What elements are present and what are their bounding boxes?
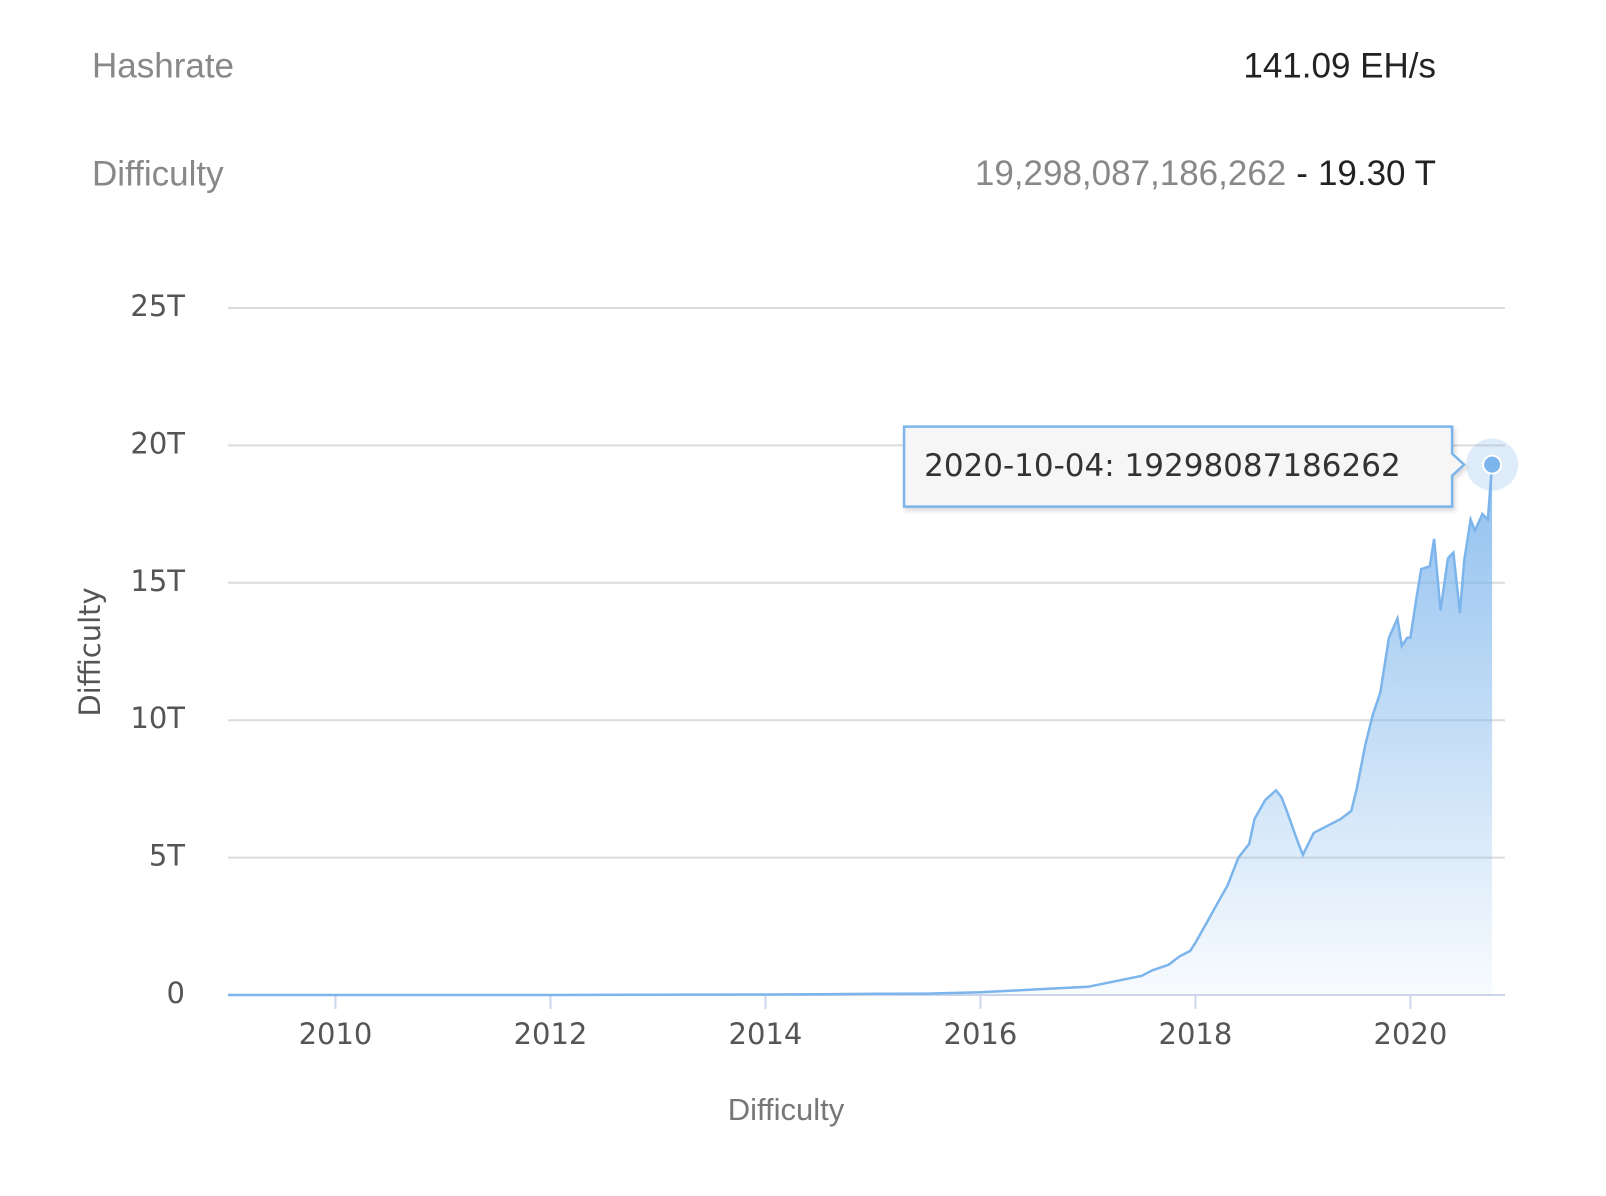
hashrate-label: Hashrate — [92, 46, 234, 85]
difficulty-short: 19.30 T — [1318, 154, 1436, 193]
y-tick-label: 15T — [130, 564, 185, 598]
difficulty-value: 19,298,087,186,262-19.30 T — [975, 154, 1436, 193]
hover-point — [1482, 454, 1503, 475]
tooltip-text: 2020-10-04: 19298087186262 — [924, 448, 1401, 484]
hashrate-value: 141.09 EH/s — [1243, 46, 1436, 85]
y-tick-label: 25T — [130, 289, 185, 323]
y-tick-label: 10T — [130, 701, 185, 735]
separator: - — [1296, 154, 1308, 193]
y-axis-label: Difficulty — [73, 587, 107, 716]
x-axis-label: Difficulty — [728, 1092, 845, 1127]
area-line — [228, 464, 1494, 997]
difficulty-raw: 19,298,087,186,262 — [975, 154, 1286, 193]
y-tick-label: 0 — [167, 976, 185, 1010]
difficulty-label: Difficulty — [92, 154, 224, 193]
y-tick-label: 5T — [149, 839, 185, 873]
x-tick-label: 2018 — [1159, 1017, 1233, 1051]
x-tick-label: 2020 — [1374, 1017, 1448, 1051]
area-fill — [228, 464, 1493, 996]
x-tick-label: 2014 — [729, 1017, 803, 1051]
tooltip-box — [902, 425, 1466, 508]
x-tick-label: 2016 — [944, 1017, 1018, 1051]
x-tick-label: 2010 — [299, 1017, 373, 1051]
x-tick-label: 2012 — [514, 1017, 588, 1051]
y-tick-label: 20T — [130, 426, 185, 460]
